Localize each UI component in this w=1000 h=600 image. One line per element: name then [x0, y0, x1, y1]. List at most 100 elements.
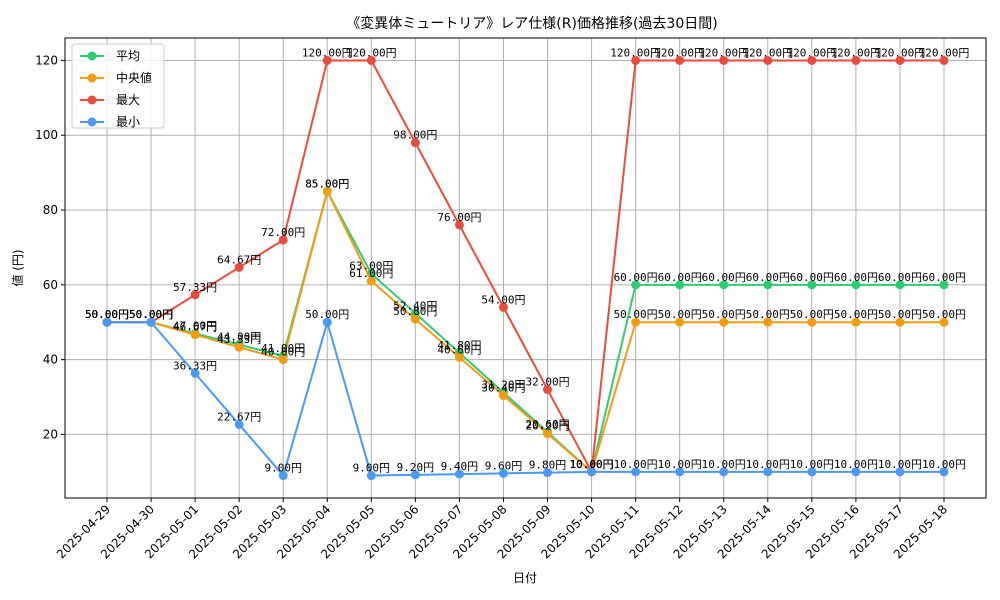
- data-label: 50.00円: [129, 308, 173, 321]
- data-point: [234, 262, 244, 272]
- data-point: [851, 467, 861, 477]
- data-point: [322, 186, 332, 196]
- data-label: 50.00円: [614, 308, 658, 321]
- data-point: [190, 290, 200, 300]
- data-label: 60.00円: [878, 271, 922, 284]
- data-label: 50.00円: [878, 308, 922, 321]
- data-point: [807, 280, 817, 290]
- y-tick-label: 80: [43, 203, 58, 217]
- legend-label: 中央値: [116, 70, 152, 85]
- series-line: [107, 188, 944, 474]
- data-point: [631, 317, 641, 327]
- data-label: 50.00円: [85, 308, 129, 321]
- data-label: 9.60円: [485, 459, 523, 472]
- data-label: 9.40円: [441, 460, 479, 473]
- data-label: 10.00円: [878, 458, 922, 471]
- data-label: 30.40円: [481, 382, 525, 395]
- data-label: 50.00円: [834, 308, 878, 321]
- y-axis-ticks: 20 40 60 80 100 120: [35, 53, 65, 441]
- legend-swatch-marker: [87, 95, 97, 105]
- data-point: [278, 355, 288, 365]
- data-label: 120.00円: [831, 46, 882, 59]
- data-label: 10.00円: [658, 458, 702, 471]
- data-label: 60.00円: [746, 271, 790, 284]
- data-label: 50.00円: [305, 308, 349, 321]
- data-label: 36.33円: [173, 359, 217, 372]
- data-label: 76.00円: [437, 211, 481, 224]
- data-label: 10.00円: [790, 458, 834, 471]
- data-label: 50.00円: [922, 308, 966, 321]
- data-label: 50.00円: [746, 308, 790, 321]
- data-point: [190, 368, 200, 378]
- data-point: [675, 317, 685, 327]
- data-point: [366, 471, 376, 481]
- series-line: [107, 59, 944, 476]
- data-label: 61.00円: [349, 267, 393, 280]
- data-label: 60.00円: [658, 271, 702, 284]
- data-label: 10.00円: [922, 458, 966, 471]
- data-point: [939, 467, 949, 477]
- y-tick-label: 120: [35, 53, 58, 67]
- grid-lines: [65, 38, 986, 498]
- data-label: 72.00円: [261, 226, 305, 239]
- data-label: 85.00円: [305, 177, 349, 190]
- plot-frame: [64, 37, 987, 499]
- data-point: [543, 385, 553, 395]
- legend-label: 平均: [116, 49, 140, 63]
- data-point: [102, 317, 112, 327]
- data-label: 9.20円: [397, 461, 435, 474]
- data-labels: 50.00円 50.00円47.00円44.00円41.00円85.00円63.0…: [85, 46, 969, 474]
- data-label: 40.60円: [437, 343, 481, 356]
- data-label: 31.20円: [481, 379, 525, 392]
- data-label: 98.00円: [393, 129, 437, 142]
- data-label: 40.00円: [261, 346, 305, 359]
- data-label: 9.00円: [353, 462, 391, 475]
- data-label: 120.00円: [786, 46, 837, 59]
- data-point: [939, 55, 949, 65]
- data-label: 50.00円: [702, 308, 746, 321]
- y-tick-label: 100: [35, 128, 58, 142]
- data-point: [631, 467, 641, 477]
- data-label: 32.00円: [525, 376, 569, 389]
- data-label: 9.80円: [529, 459, 567, 472]
- data-label: 60.00円: [702, 271, 746, 284]
- data-point: [851, 280, 861, 290]
- data-label: 120.00円: [698, 46, 749, 59]
- data-label: 10.00円: [570, 458, 614, 471]
- data-label: 47.00円: [173, 319, 217, 332]
- data-point: [543, 429, 553, 439]
- y-axis-title: 値 (円): [10, 249, 25, 286]
- data-point: [278, 235, 288, 245]
- data-label: 10.00円: [614, 458, 658, 471]
- data-point: [807, 317, 817, 327]
- legend-label: 最小: [116, 115, 140, 129]
- data-point: [498, 468, 508, 478]
- data-label: 60.00円: [790, 271, 834, 284]
- data-label: 43.33円: [217, 333, 261, 346]
- data-point: [719, 467, 729, 477]
- data-label: 9.00円: [264, 462, 302, 475]
- data-point: [675, 467, 685, 477]
- data-point: [631, 55, 641, 65]
- data-point: [190, 330, 200, 340]
- data-point: [498, 391, 508, 401]
- data-point: [322, 317, 332, 327]
- data-label: 120.00円: [302, 46, 353, 59]
- y-tick-label: 20: [43, 427, 58, 441]
- chart-title: 《変異体ミュートリア》レア仕様(R)価格推移(過去30日間): [346, 15, 717, 32]
- x-axis-ticks: 2025-04-292025-04-302025-05-012025-05-02…: [54, 498, 950, 561]
- data-label: 50.00円: [658, 308, 702, 321]
- data-point: [498, 302, 508, 312]
- data-label: 50.00円: [85, 308, 129, 321]
- data-point: [146, 317, 156, 327]
- data-point: [719, 55, 729, 65]
- legend-box: [71, 43, 165, 129]
- data-point: [763, 280, 773, 290]
- data-label: 57.33円: [173, 281, 217, 294]
- data-point: [807, 55, 817, 65]
- legend-label: 最大: [116, 93, 140, 107]
- data-label: 54.00円: [481, 293, 525, 306]
- data-point: [587, 467, 597, 477]
- data-label: 120.00円: [742, 46, 793, 59]
